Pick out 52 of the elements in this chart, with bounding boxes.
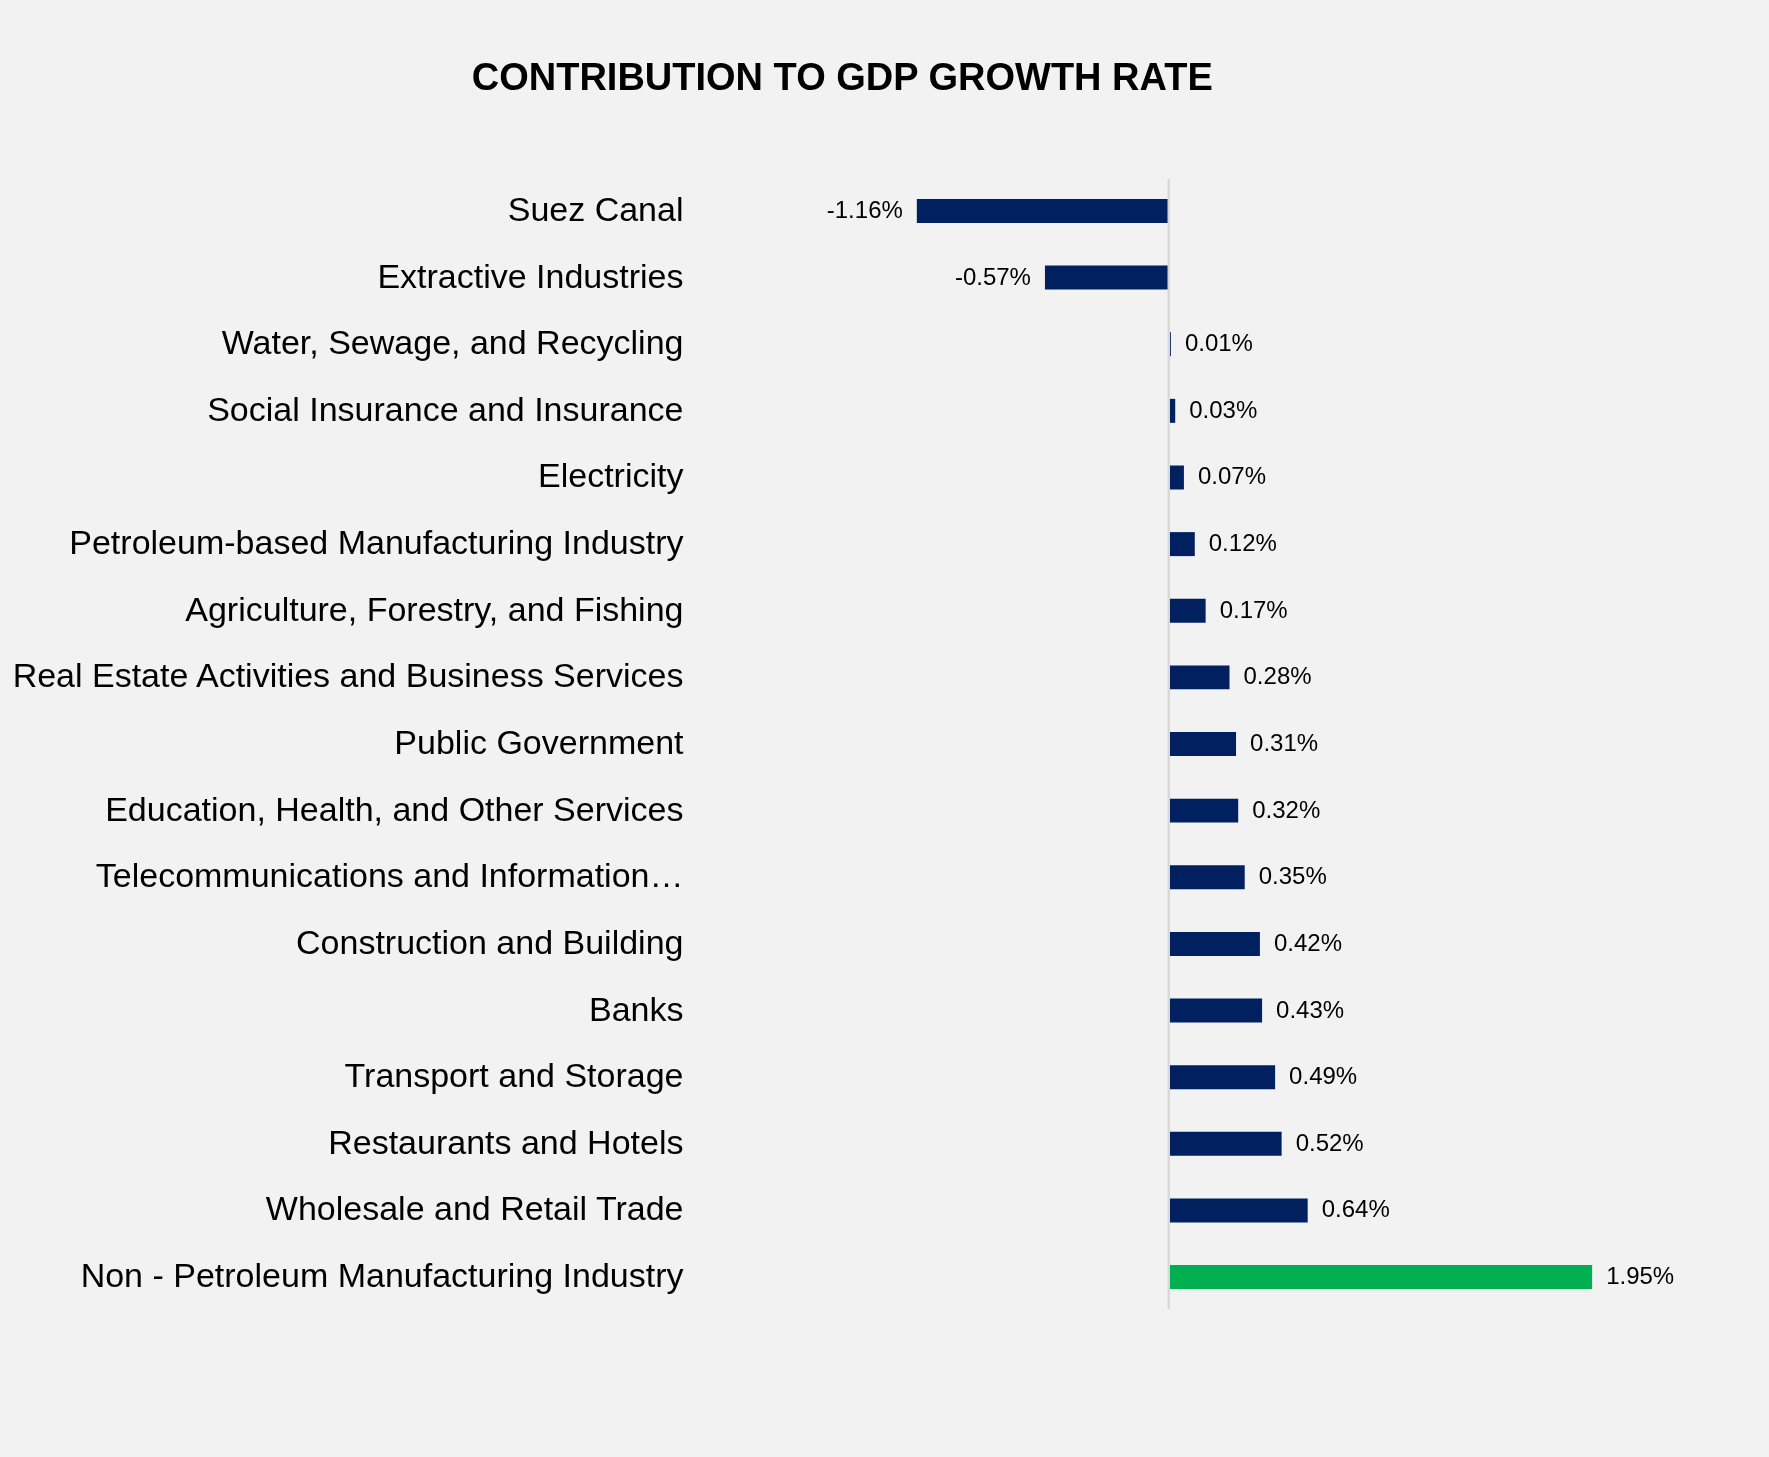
- bar: [1168, 1198, 1308, 1223]
- data-label: -0.57%: [954, 262, 1031, 290]
- y-tick-label: Restaurants and Hotels: [328, 1122, 684, 1161]
- bar: [1168, 465, 1184, 490]
- y-tick-label: Petroleum-based Manufacturing Industry: [69, 523, 684, 562]
- bar: [1168, 865, 1245, 890]
- bar: [1168, 598, 1206, 623]
- data-label: 0.64%: [1321, 1195, 1390, 1223]
- data-label: 0.35%: [1258, 862, 1327, 890]
- y-tick-label: Real Estate Activities and Business Services: [12, 656, 684, 695]
- y-tick-label: Non - Petroleum Manufacturing Industry: [80, 1256, 684, 1295]
- data-label: -1.16%: [826, 195, 903, 223]
- data-label: 0.32%: [1252, 795, 1321, 823]
- y-tick-label: Agriculture, Forestry, and Fishing: [185, 589, 684, 628]
- bar: [1168, 332, 1171, 357]
- y-tick-label: Social Insurance and Insurance: [207, 389, 684, 428]
- bar: [916, 198, 1169, 223]
- y-tick-label: Education, Health, and Other Services: [105, 789, 684, 828]
- y-tick-label: Public Government: [394, 723, 685, 761]
- data-label: 0.31%: [1250, 729, 1319, 756]
- y-tick-label: Water, Sewage, and Recycling: [221, 323, 684, 362]
- data-label: 0.49%: [1289, 1062, 1358, 1090]
- data-label: 0.03%: [1189, 395, 1258, 423]
- bar: [1168, 1131, 1282, 1156]
- bar: [1168, 1065, 1276, 1090]
- y-tick-label: Extractive Industries: [377, 256, 684, 295]
- bar: [1168, 1265, 1593, 1290]
- bar: [1044, 265, 1169, 290]
- data-label: 0.07%: [1197, 462, 1266, 490]
- bar: [1168, 665, 1230, 690]
- data-label: 0.17%: [1219, 595, 1288, 623]
- bar: [1168, 798, 1239, 823]
- y-tick-label: Construction and Building: [296, 922, 684, 961]
- data-label: 0.01%: [1184, 329, 1253, 357]
- y-tick-label: Telecommunications and Information…: [95, 856, 684, 895]
- data-label: 0.43%: [1276, 995, 1345, 1023]
- bar: [1168, 998, 1263, 1023]
- chart-title: CONTRIBUTION TO GDP GROWTH RATE: [471, 56, 1213, 99]
- y-tick-label: Suez Canal: [507, 189, 684, 228]
- data-label: 0.12%: [1208, 529, 1277, 557]
- bar: [1168, 732, 1237, 756]
- y-tick-label: Wholesale and Retail Trade: [265, 1189, 684, 1228]
- data-label: 0.52%: [1295, 1128, 1364, 1156]
- y-tick-label: Electricity: [538, 456, 684, 495]
- y-tick-label: Transport and Storage: [344, 1056, 684, 1095]
- data-label: 0.42%: [1273, 928, 1342, 956]
- bar: [1168, 398, 1176, 423]
- y-tick-label: Banks: [589, 989, 684, 1028]
- bar: [1168, 931, 1260, 956]
- data-label: 0.28%: [1243, 662, 1312, 690]
- data-label: 1.95%: [1606, 1262, 1675, 1290]
- bar: [1168, 532, 1195, 557]
